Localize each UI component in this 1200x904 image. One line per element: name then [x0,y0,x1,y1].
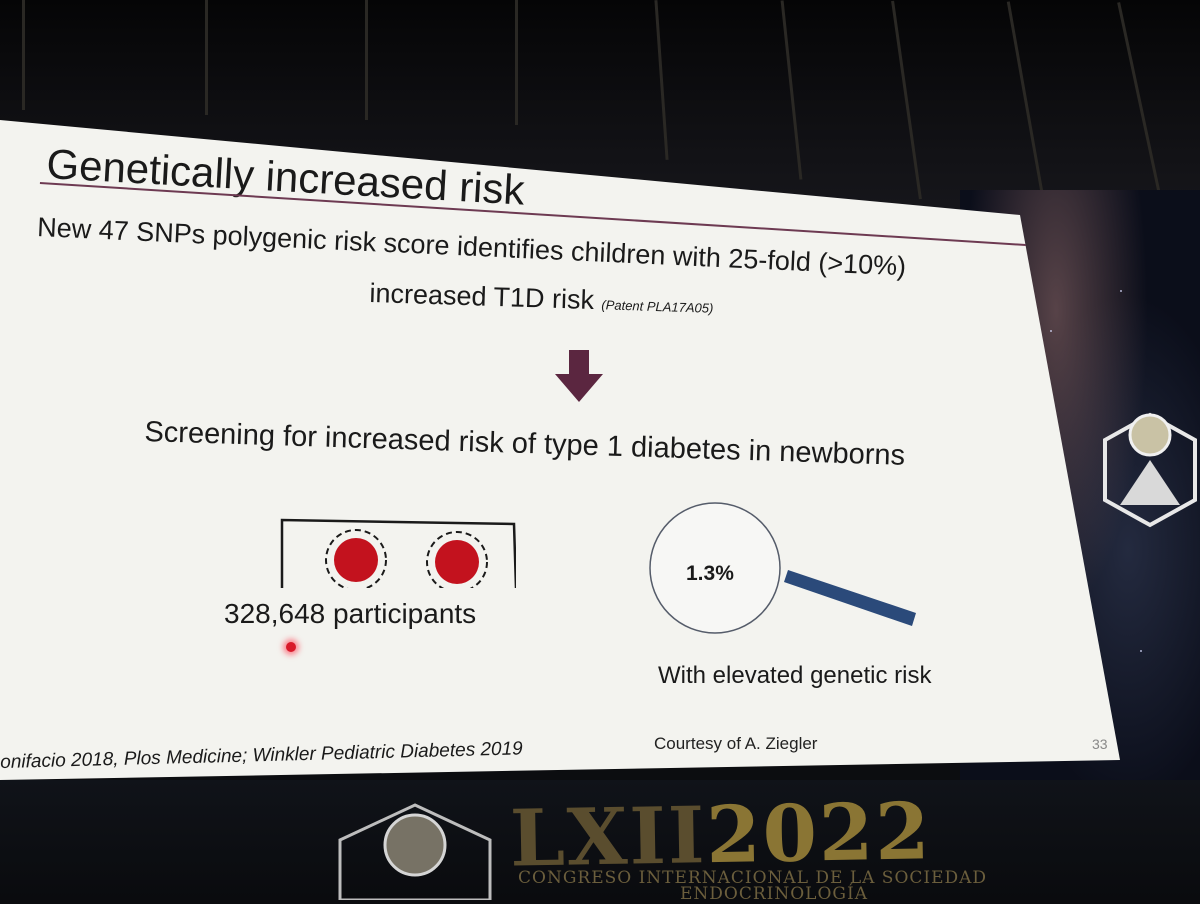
star [1120,290,1122,292]
elevated-risk-label: With elevated genetic risk [658,662,932,689]
down-arrow-icon [555,350,603,402]
slide-subtitle-line2: increased T1D risk (Patent PLA17A05) [369,278,714,320]
slide-subtitle-line1: New 47 SNPs polygenic risk score identif… [36,212,907,282]
star [1140,650,1142,652]
slide-number: 33 [1092,736,1108,752]
elevated-risk-percentage: 1.3% [686,562,734,585]
ceiling-beam [1117,2,1166,218]
congress-seal-logo [338,803,492,900]
screening-heading: Screening for increased risk of type 1 d… [143,416,906,472]
ceiling-beam [891,0,922,200]
banner-subtitle-line2: ENDOCRINOLOGÍA [680,884,868,904]
ceiling-beam [515,0,518,125]
patent-note: (Patent PLA17A05) [601,297,714,316]
red-dot [435,540,479,584]
courtesy-credit: Courtesy of A. Ziegler [654,734,818,753]
magnifying-glass-icon [649,502,916,634]
citation-footer: onifacio 2018, Plos Medicine; Winkler Pe… [0,738,523,773]
participants-bracket-diagram [280,518,516,588]
laser-pointer-dot [286,642,296,652]
ceiling-beam [205,0,208,115]
lower-led-screen [0,780,1200,900]
dot-outline [426,531,488,588]
ceiling-beam [780,0,803,180]
ceiling-beam [1006,1,1047,209]
presentation-slide: Genetically increased risk New 47 SNPs p… [0,120,1120,780]
banner-year: 2022 [705,786,933,882]
ceiling-beam [365,0,368,120]
star [1050,330,1052,332]
banner-subtitle-line1: CONGRESO INTERNACIONAL DE LA SOCIEDAD [518,868,988,888]
society-seal-logo [1103,412,1197,528]
subtitle-text: increased T1D risk [369,278,595,316]
red-dot [334,538,378,582]
ceiling-beam [22,0,25,110]
ceiling-beam [654,0,669,160]
participants-count: 328,648 participants [224,598,477,629]
dot-outline [325,529,387,588]
